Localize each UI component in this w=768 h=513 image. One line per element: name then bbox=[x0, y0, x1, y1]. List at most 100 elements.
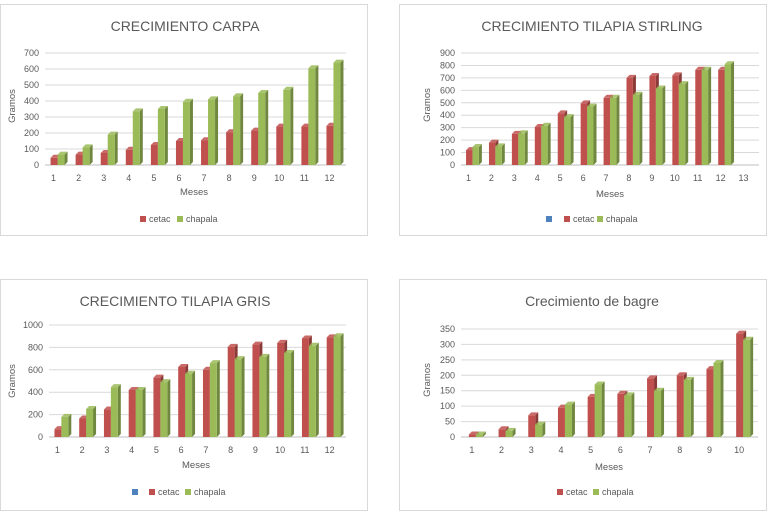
chart-svg: CRECIMIENTO CARPA Gramos Meses 0 100 200 30… bbox=[7, 18, 346, 224]
bar-chapala-9 bbox=[259, 353, 270, 437]
x-tick-label: 11 bbox=[300, 445, 309, 455]
x-tick-label: 8 bbox=[677, 445, 682, 455]
legend-label: chapala bbox=[186, 214, 218, 224]
x-tick-label: 5 bbox=[154, 445, 159, 455]
x-tick-label: 5 bbox=[151, 173, 156, 183]
bar-chapala-5 bbox=[594, 381, 605, 437]
bar-chapala-10 bbox=[678, 81, 689, 165]
x-tick-label: 1 bbox=[51, 173, 56, 183]
x-tick-label: 8 bbox=[227, 173, 232, 183]
y-axis-label: Gramos bbox=[422, 363, 433, 397]
y-tick-label: 0 bbox=[38, 432, 43, 442]
x-tick-label: 7 bbox=[603, 173, 608, 183]
bar-chapala-2 bbox=[86, 406, 97, 437]
x-tick-label: 5 bbox=[558, 173, 563, 183]
legend-swatch bbox=[149, 489, 155, 495]
x-axis-label: Meses bbox=[595, 462, 623, 473]
legend-label: cetac bbox=[566, 487, 588, 497]
legend-item-cetac: cetac bbox=[557, 487, 588, 497]
x-tick-label: 3 bbox=[512, 173, 517, 183]
x-tick-label: 6 bbox=[179, 445, 184, 455]
x-tick-label: 5 bbox=[588, 445, 593, 455]
bar-chapala-3 bbox=[535, 421, 546, 437]
chart-svg: Crecimiento de bagre Gramos Meses 0 50 100… bbox=[422, 293, 758, 497]
y-tick-label: 200 bbox=[440, 135, 455, 145]
x-tick-label: 9 bbox=[253, 445, 258, 455]
y-tick-label: 350 bbox=[440, 324, 455, 334]
x-tick-label: 7 bbox=[648, 445, 653, 455]
legend-item-chapala: chapala bbox=[177, 214, 218, 224]
y-tick-label: 150 bbox=[440, 386, 455, 396]
bar-chapala-7 bbox=[610, 94, 620, 165]
x-tick-label: 4 bbox=[126, 173, 131, 183]
chart-panel-tilapia-stirling: CRECIMIENTO TILAPIA STIRLING Gramos Mese… bbox=[399, 4, 767, 236]
bar-chapala-4 bbox=[135, 386, 146, 437]
bar-chapala-10 bbox=[283, 86, 294, 165]
x-tick-label: 1 bbox=[469, 445, 474, 455]
legend-item-unnamed bbox=[546, 216, 552, 222]
bar-chapala-11 bbox=[701, 66, 712, 165]
legend-label: cetac bbox=[158, 487, 180, 497]
legend-label: chapala bbox=[602, 487, 634, 497]
bar-chapala-6 bbox=[624, 392, 635, 437]
x-tick-label: 8 bbox=[228, 445, 233, 455]
legend-swatch bbox=[177, 216, 183, 222]
bar-chapala-9 bbox=[713, 359, 724, 437]
y-tick-label: 1000 bbox=[23, 320, 43, 330]
y-tick-label: 700 bbox=[440, 73, 455, 83]
plot-area: 0 50 100 150 200 250 300 350 1 2 3 4 5 6 7 8 9 10 cetac cha… bbox=[440, 324, 758, 497]
x-tick-label: 12 bbox=[716, 173, 726, 183]
legend-item-cetac: cetac bbox=[149, 487, 180, 497]
legend-item-chapala: chapala bbox=[597, 214, 638, 224]
y-tick-label: 600 bbox=[24, 64, 39, 74]
y-tick-label: 0 bbox=[450, 160, 455, 170]
legend-label: chapala bbox=[194, 487, 226, 497]
legend-swatch bbox=[546, 216, 552, 222]
y-tick-label: 100 bbox=[440, 401, 455, 411]
x-tick-label: 3 bbox=[104, 445, 109, 455]
bar-chapala-11 bbox=[308, 342, 319, 437]
x-tick-label: 9 bbox=[649, 173, 654, 183]
bar-chapala-6 bbox=[182, 98, 193, 165]
y-tick-label: 50 bbox=[445, 417, 455, 427]
y-tick-label: 800 bbox=[28, 342, 43, 352]
x-tick-label: 10 bbox=[275, 445, 285, 455]
x-tick-label: 1 bbox=[466, 173, 471, 183]
x-tick-label: 7 bbox=[202, 173, 207, 183]
bar-chapala-8 bbox=[683, 376, 694, 437]
chart-title: Crecimiento de bagre bbox=[525, 293, 659, 309]
y-axis-label: Gramos bbox=[7, 89, 18, 123]
legend-swatch bbox=[132, 489, 138, 495]
legend-label: cetac bbox=[573, 214, 595, 224]
bar-chapala-4 bbox=[132, 108, 143, 165]
bar-chapala-8 bbox=[233, 93, 244, 165]
legend-swatch bbox=[185, 489, 191, 495]
legend-swatch bbox=[597, 216, 603, 222]
x-tick-label: 8 bbox=[626, 173, 631, 183]
y-tick-label: 100 bbox=[24, 144, 39, 154]
y-tick-label: 400 bbox=[440, 110, 455, 120]
x-tick-label: 9 bbox=[252, 173, 257, 183]
chart-panel-carpa: CRECIMIENTO CARPA Gramos Meses 0 100 200 30… bbox=[0, 4, 368, 236]
y-tick-label: 500 bbox=[24, 80, 39, 90]
bar-chapala-11 bbox=[308, 65, 319, 165]
bar-chapala-7 bbox=[654, 387, 665, 437]
chart-panel-bagre: Crecimiento de bagre Gramos Meses 0 50 100… bbox=[399, 279, 767, 511]
y-tick-label: 300 bbox=[440, 339, 455, 349]
bar-chapala-2 bbox=[505, 427, 516, 437]
bar-chapala-4 bbox=[541, 122, 551, 165]
y-tick-label: 100 bbox=[440, 148, 455, 158]
x-tick-label: 1 bbox=[55, 445, 60, 455]
x-tick-label: 6 bbox=[618, 445, 623, 455]
bar-chapala-10 bbox=[284, 350, 295, 437]
legend-swatch bbox=[593, 489, 599, 495]
bar-chapala-8 bbox=[234, 356, 245, 437]
x-tick-label: 10 bbox=[670, 173, 680, 183]
y-tick-label: 300 bbox=[440, 123, 455, 133]
chart-svg: CRECIMIENTO TILAPIA GRIS Gramos Meses 0 2… bbox=[7, 293, 346, 497]
chart-title: CRECIMIENTO CARPA bbox=[111, 18, 260, 34]
bar-chapala-3 bbox=[107, 131, 118, 165]
bar-chapala-2 bbox=[82, 144, 93, 165]
bar-chapala-1 bbox=[61, 413, 72, 437]
